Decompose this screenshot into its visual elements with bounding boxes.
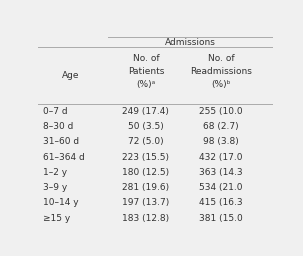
Text: 381 (15.0: 381 (15.0 xyxy=(199,214,243,223)
Text: (%)ᵇ: (%)ᵇ xyxy=(211,80,231,89)
Text: 10–14 y: 10–14 y xyxy=(42,198,78,207)
Text: 3–9 y: 3–9 y xyxy=(42,183,67,192)
Text: Age: Age xyxy=(62,71,79,80)
Text: 98 (3.8): 98 (3.8) xyxy=(203,137,239,146)
Text: 183 (12.8): 183 (12.8) xyxy=(122,214,169,223)
Text: 223 (15.5): 223 (15.5) xyxy=(122,153,169,162)
Text: 61–364 d: 61–364 d xyxy=(42,153,84,162)
Text: (%)ᵃ: (%)ᵃ xyxy=(136,80,155,89)
Text: 72 (5.0): 72 (5.0) xyxy=(128,137,164,146)
Text: 0–7 d: 0–7 d xyxy=(42,107,67,116)
Text: 249 (17.4): 249 (17.4) xyxy=(122,107,169,116)
Text: 50 (3.5): 50 (3.5) xyxy=(128,122,164,131)
Text: No. of: No. of xyxy=(208,54,234,63)
Text: Admissions: Admissions xyxy=(165,38,216,47)
Text: 31–60 d: 31–60 d xyxy=(42,137,79,146)
Text: 8–30 d: 8–30 d xyxy=(42,122,73,131)
Text: 197 (13.7): 197 (13.7) xyxy=(122,198,169,207)
Text: Patients: Patients xyxy=(128,67,164,76)
Text: ≥15 y: ≥15 y xyxy=(42,214,70,223)
Text: 180 (12.5): 180 (12.5) xyxy=(122,168,169,177)
Text: 255 (10.0: 255 (10.0 xyxy=(199,107,243,116)
Text: 1–2 y: 1–2 y xyxy=(42,168,67,177)
Text: Readmissions: Readmissions xyxy=(190,67,252,76)
Text: 68 (2.7): 68 (2.7) xyxy=(203,122,239,131)
Text: 363 (14.3: 363 (14.3 xyxy=(199,168,243,177)
Text: 415 (16.3: 415 (16.3 xyxy=(199,198,243,207)
Text: 281 (19.6): 281 (19.6) xyxy=(122,183,169,192)
Text: 432 (17.0: 432 (17.0 xyxy=(199,153,243,162)
Text: No. of: No. of xyxy=(133,54,159,63)
Text: 534 (21.0: 534 (21.0 xyxy=(199,183,243,192)
